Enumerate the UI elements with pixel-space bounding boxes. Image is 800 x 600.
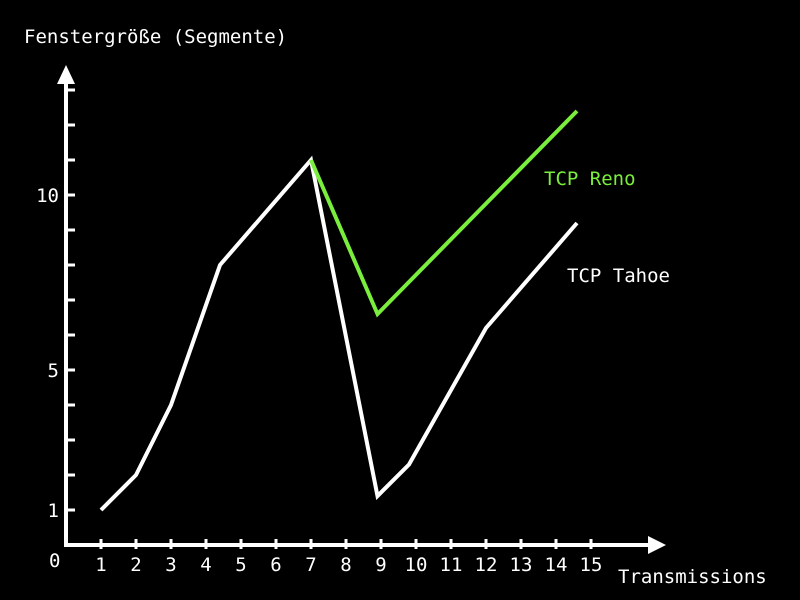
- x-axis-title: Transmissions: [618, 566, 767, 588]
- origin-label: 0: [49, 550, 60, 572]
- x-tick-label: 8: [340, 554, 351, 576]
- x-tick-label: 1: [95, 554, 106, 576]
- series-line-tcp-tahoe: [99, 155, 579, 512]
- x-tick-label: 6: [270, 554, 281, 576]
- x-tick-label: 12: [475, 554, 498, 576]
- x-tick-label: 9: [375, 554, 386, 576]
- axes: [57, 65, 666, 554]
- series-line-tcp-reno: [309, 109, 579, 318]
- x-tick-label: 5: [235, 554, 246, 576]
- y-axis-title: Fenstergröße (Segmente): [24, 26, 287, 48]
- x-tick-label: 15: [580, 554, 603, 576]
- x-tick-label: 3: [165, 554, 176, 576]
- series-label-tcp-tahoe: TCP Tahoe: [567, 265, 670, 287]
- series-layer: [99, 109, 579, 512]
- series-label-tcp-reno: TCP Reno: [544, 168, 636, 190]
- x-tick-label: 4: [200, 554, 211, 576]
- x-tick-label: 2: [130, 554, 141, 576]
- y-tick-label: 5: [48, 360, 59, 382]
- x-tick-label: 7: [305, 554, 316, 576]
- x-tick-label: 10: [405, 554, 428, 576]
- x-tick-label: 11: [440, 554, 463, 576]
- x-tick-label: 13: [510, 554, 533, 576]
- y-tick-label: 10: [36, 185, 59, 207]
- y-tick-label: 1: [48, 500, 59, 522]
- x-axis-arrow-icon: [648, 536, 666, 554]
- y-axis-arrow-icon: [57, 65, 75, 84]
- x-tick-label: 14: [545, 554, 568, 576]
- x-ticks: 1 2 3 4 5 6 7 8 9 10 11 12 13 14 15: [95, 539, 602, 576]
